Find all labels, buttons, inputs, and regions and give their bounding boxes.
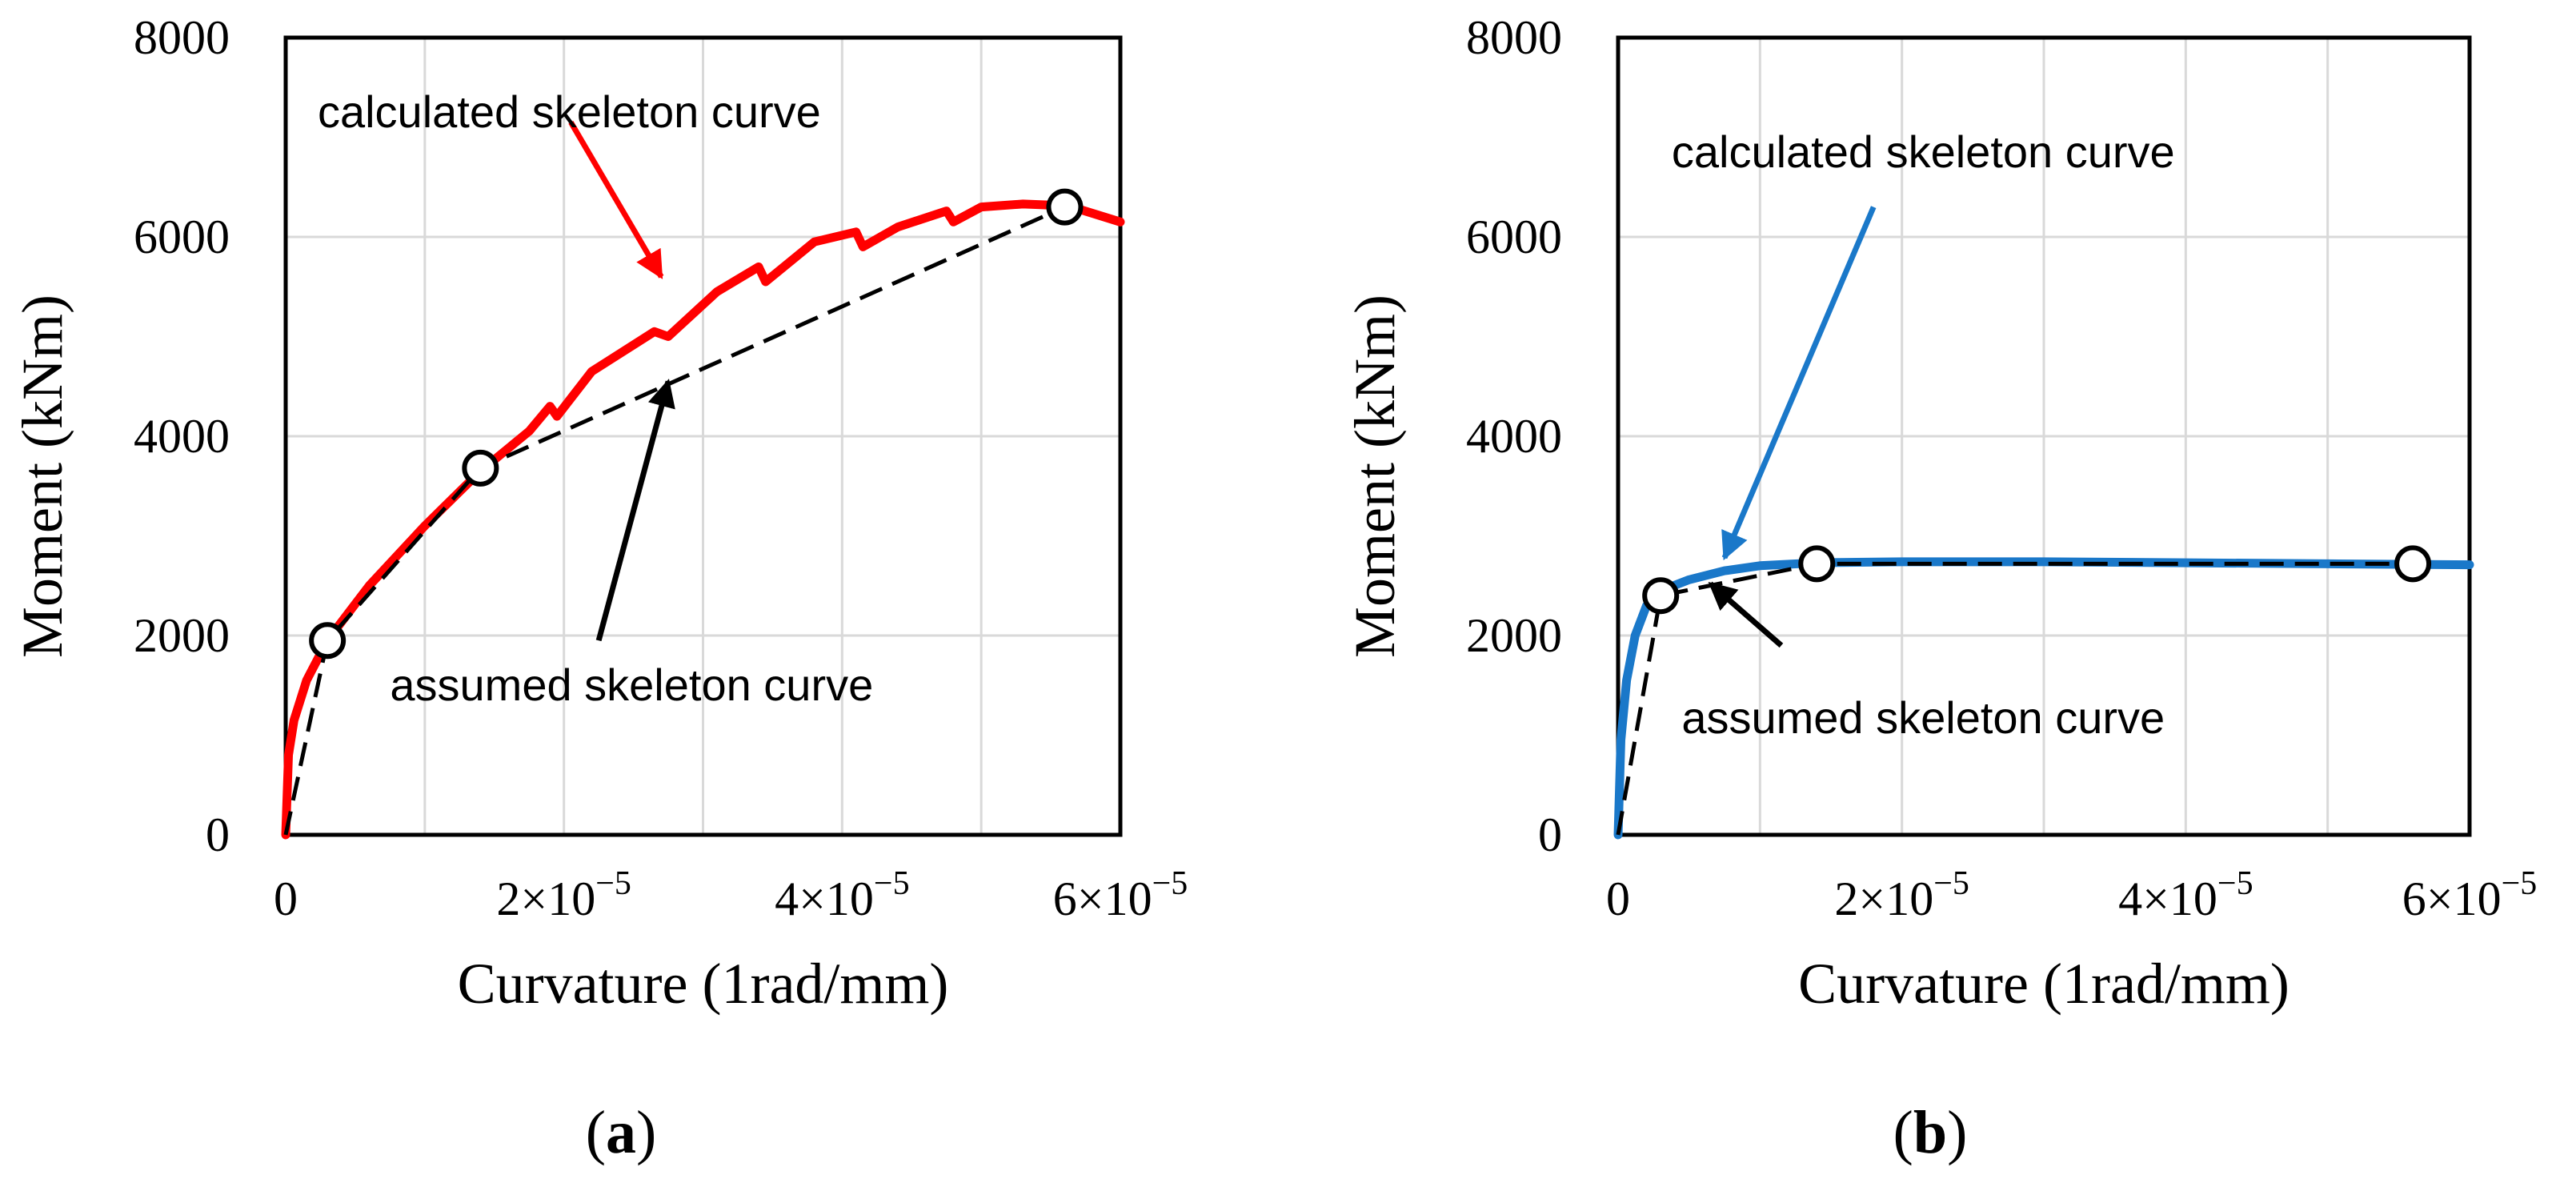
chart-a-y-tick-label-0: 0 [206,808,230,861]
chart-a-marker-0 [309,622,347,660]
chart-b-annotation-label-1: assumed skeleton curve [1681,692,2165,743]
chart-b-x-tick-label-2: 4×10−5 [2118,865,2253,925]
chart-b-y-axis-title: Moment (kNm) [1343,295,1407,658]
chart-a-marker-2 [1046,188,1084,226]
chart-b-marker-2 [2394,545,2432,583]
chart-b-y-tick-label-4: 8000 [1466,11,1562,64]
chart-b-marker-0 [1642,577,1680,615]
panel-b-chart: 0 2000 4000 6000 8000 0 2×10−5 4×10−5 6×10−5 Curv… [1343,11,2537,1166]
chart-a-y-tick-label-3: 6000 [134,211,230,263]
chart-a-panel-label: (a) [586,1099,657,1166]
chart-b-annotation-arrow-0 [1721,206,1877,561]
chart-b-y-tick-label-1: 2000 [1466,609,1562,662]
chart-a-x-tick-label-1: 2×10−5 [496,865,631,925]
chart-b-marker-1 [1798,545,1836,583]
chart-a-series-calculated-skeleton-curve [281,199,1125,840]
chart-a-marker-1 [462,449,499,487]
chart-a-x-tick-label-3: 6×10−5 [1053,865,1188,925]
chart-b-y-tick-label-2: 4000 [1466,410,1562,463]
chart-b-y-tick-label-0: 0 [1538,808,1562,861]
chart-b-annotation-arrow-1 [1708,581,1784,648]
chart-b-panel-label: (b) [1893,1099,1968,1166]
chart-a-annotation-arrow-1 [595,379,675,642]
chart-a-y-axis-title: Moment (kNm) [10,295,74,658]
panel-a-chart: 0 2000 4000 6000 8000 0 2×10−5 4×10−5 6×10−5 Curv… [10,11,1188,1166]
chart-b-annotation-label-0: calculated skeleton curve [1672,126,2175,177]
chart-b-y-tick-label-3: 6000 [1466,211,1562,263]
chart-b-plot-frame [1616,35,2472,837]
chart-b-series-assumed-skeleton-curve [1616,561,2414,836]
chart-a-plot-frame [283,35,1123,837]
chart-a-x-tick-label-2: 4×10−5 [775,865,910,925]
chart-a-annotation-label-0: calculated skeleton curve [318,86,821,137]
chart-a-x-axis-title: Curvature (1rad/mm) [458,952,949,1016]
chart-a-annotation-label-1: assumed skeleton curve [390,660,873,710]
chart-a-y-tick-label-2: 4000 [134,410,230,463]
chart-a-x-tick-label-0: 0 [274,872,298,925]
chart-b-x-axis-title: Curvature (1rad/mm) [1798,952,2290,1016]
chart-b-x-tick-label-1: 2×10−5 [1834,865,1969,925]
chart-a-annotation-arrow-0 [568,121,664,279]
chart-b-x-tick-label-0: 0 [1606,872,1630,925]
chart-a-y-tick-label-4: 8000 [134,11,230,64]
chart-b-x-tick-label-3: 6×10−5 [2402,865,2538,925]
chart-a-y-tick-label-1: 2000 [134,609,230,662]
chart-a-series-assumed-skeleton-curve [283,205,1066,836]
